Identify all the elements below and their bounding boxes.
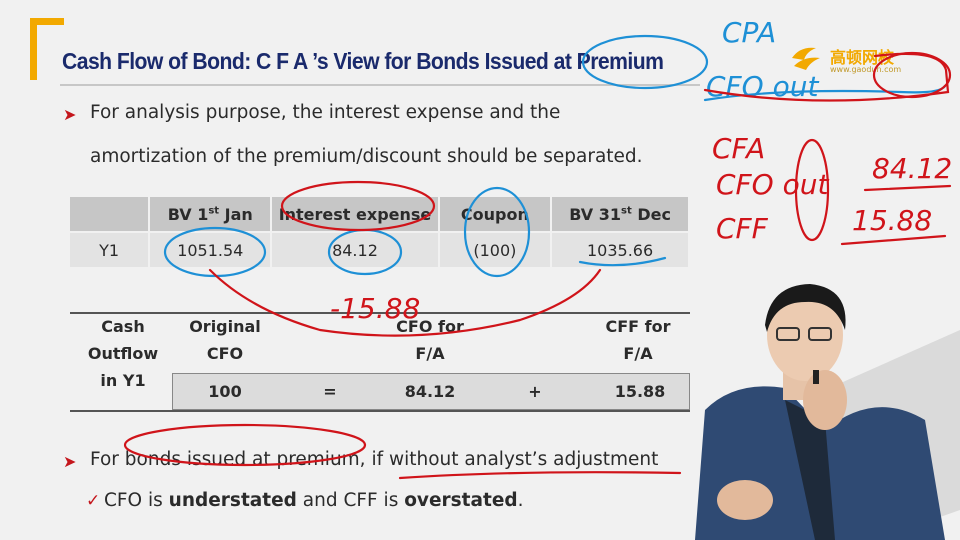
header-line: F/A: [623, 344, 653, 363]
sub-text: and CFF is: [296, 490, 405, 511]
bullet-arrow-icon: ➤: [63, 452, 77, 471]
table-cell: (100): [438, 231, 553, 267]
ink-text: CFA: [712, 132, 765, 165]
slide-title: Cash Flow of Bond: C F A ’s View for Bon…: [62, 48, 664, 74]
label-line: in Y1: [100, 371, 146, 390]
cfo-fa-header: CFO for F/A: [380, 313, 480, 367]
logo-text: 高顿网校: [830, 48, 895, 67]
table-header-cell: BV 1st Jan: [149, 197, 273, 232]
header-line: F/A: [415, 344, 445, 363]
label-line: Outflow: [87, 344, 159, 363]
table-header-cell: [70, 197, 151, 232]
table-cell: 84.12: [271, 231, 440, 267]
ink-text: -15.88: [330, 292, 420, 325]
ink-blue-circle-interest: [327, 228, 403, 276]
header-line: CFF for: [605, 317, 671, 336]
header-line: Original: [189, 317, 261, 336]
ink-text: CPA: [722, 16, 776, 49]
sub-bold-overstated: overstated: [404, 490, 518, 511]
ink-blue-underline: [578, 256, 667, 267]
cff-fa-header: CFF for F/A: [588, 313, 688, 367]
plus-sign: +: [528, 382, 542, 401]
sub-text: CFO is: [104, 490, 169, 511]
ink-red-underline-1588: [840, 234, 947, 246]
table2-top-rule: [70, 312, 690, 314]
ink-blue-circle-premium: [581, 34, 709, 90]
sub-bullet: CFO is understated and CFF is overstated…: [104, 490, 524, 511]
bond-table: BV 1st Jan Interest expense Coupon BV 31…: [70, 197, 690, 267]
checkmark-icon: ✓: [86, 491, 101, 511]
table-cell: 1035.66: [551, 231, 690, 267]
table-header-cell: BV 31st Dec: [551, 197, 690, 232]
ink-text: 84.12: [872, 152, 952, 185]
ink-blue-circle-bv: [163, 226, 267, 278]
ink-red-arc: [208, 268, 602, 337]
title-divider: [60, 84, 700, 86]
sub-text: .: [517, 490, 524, 511]
original-cfo-header: Original CFO: [175, 313, 275, 367]
sub-bold-understated: understated: [168, 490, 297, 511]
title-bracket-decoration: [30, 18, 64, 80]
cfo-fa-value: 84.12: [404, 382, 456, 401]
bullet1-line1: For analysis purpose, the interest expen…: [90, 102, 561, 123]
table-header-cell: Coupon: [438, 197, 553, 232]
header-line: CFO: [206, 344, 244, 363]
bullet1-line2: amortization of the premium/discount sho…: [90, 146, 643, 167]
logo-url: www.gaodun.com: [830, 65, 902, 74]
table-header-row: BV 1st Jan Interest expense Coupon BV 31…: [70, 197, 690, 232]
original-cfo-value: 100: [208, 382, 242, 401]
ink-red-circle-interest-header: [280, 180, 436, 232]
ink-red-brace: [794, 138, 830, 242]
ink-text: CFF: [716, 212, 769, 245]
label-line: Cash: [101, 317, 145, 336]
brand-logo: 高顿网校 www.gaodun.com: [790, 42, 930, 78]
cash-outflow-label: Cash Outflow in Y1: [78, 313, 168, 394]
equals-sign: =: [323, 382, 337, 401]
values-band: [172, 373, 690, 410]
logo-mark-icon: [792, 47, 820, 70]
table-header-cell: Interest expense: [271, 197, 440, 232]
table-cell: Y1: [70, 231, 151, 267]
table2-bottom-rule: [70, 410, 690, 412]
ink-red-rule: [863, 184, 952, 192]
ink-red-circle-premium: [123, 423, 367, 467]
ink-red-underline: [398, 471, 682, 480]
ink-red-circle: [872, 51, 952, 99]
cff-fa-value: 15.88: [614, 382, 666, 401]
header-line: CFO for: [396, 317, 464, 336]
ink-blue-circle-coupon: [463, 186, 531, 278]
presenter-video: [695, 284, 960, 540]
ink-text: CFO out: [716, 168, 829, 201]
ink-text: 15.88: [852, 204, 932, 237]
bullet-arrow-icon: ➤: [63, 105, 77, 124]
